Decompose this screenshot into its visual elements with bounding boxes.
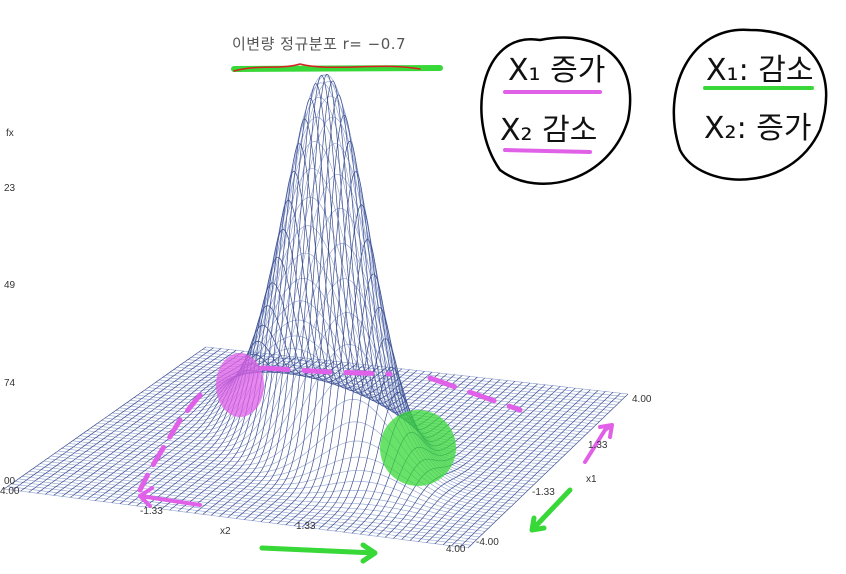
note-left-underline-2 [503, 148, 592, 154]
x2-tick-4: 4.00 [446, 544, 466, 555]
mesh-line-x2 [310, 307, 486, 529]
mesh-line-x2 [45, 350, 244, 495]
z-tick-1: 23 [4, 183, 16, 194]
mesh-line-x2 [252, 94, 433, 521]
pink-highlight-blob [216, 353, 264, 417]
mesh-line-x2 [28, 349, 229, 493]
pink-arrow-x1 [583, 423, 614, 464]
mesh-line-x2 [384, 385, 553, 538]
mesh-line-x2 [20, 348, 222, 492]
mesh-line-x2 [409, 387, 576, 541]
x2-axis-label: x2 [220, 526, 231, 537]
pink-dashed-ridge [259, 365, 523, 413]
note-left-circle [480, 36, 632, 185]
chart-title: 이변량 정규분포 r= −0.7 [232, 35, 407, 53]
mesh-line-x2 [194, 143, 380, 514]
pink-arrow-x2 [138, 486, 202, 508]
mesh-line-x1 [133, 225, 571, 450]
mesh-line-x2 [418, 388, 584, 542]
mesh-line-x2 [426, 389, 591, 543]
mesh-line-x2 [128, 341, 320, 506]
mesh-line-x2 [202, 118, 388, 515]
mesh-line-x2 [401, 387, 568, 540]
mesh-line-x2 [169, 228, 357, 511]
mesh-line-x2 [119, 353, 312, 504]
mesh-line-x2 [277, 171, 455, 525]
mesh-line-x2 [219, 83, 403, 517]
green-arrow-x1 [529, 487, 573, 533]
note-right-line1: X₁: 감소 [706, 53, 814, 88]
mesh-line-x2 [3, 346, 207, 490]
annotation-marks [137, 28, 828, 564]
mesh-line-x2 [451, 392, 614, 547]
mesh-line-x2 [136, 324, 327, 507]
note-right-circle [672, 28, 828, 181]
note-left-line2: X₂ 감소 [500, 113, 598, 148]
x1-tick-1: -4.00 [476, 537, 499, 548]
z-tick-3: 74 [4, 378, 16, 389]
mesh-line-x2 [36, 350, 237, 494]
mesh-line-x2 [318, 338, 493, 530]
red-scribble [233, 63, 421, 72]
x1-axis-label: x1 [586, 474, 597, 485]
note-right-line2: X₂: 증가 [704, 111, 812, 146]
green-arrow-x2 [259, 542, 378, 564]
x1-tick-2: -1.33 [532, 487, 555, 498]
mesh-line-x2 [467, 393, 629, 549]
green-highlight-blob [380, 410, 456, 486]
mesh-line-x1 [86, 174, 534, 485]
z-tick-2: 49 [4, 280, 16, 291]
mesh-line-x2 [12, 347, 214, 491]
mesh-line-x1 [76, 278, 526, 494]
mesh-line-x2 [459, 392, 621, 548]
mesh-line-x2 [210, 97, 395, 516]
mesh-line-x1 [141, 277, 577, 444]
x1-tick-3: 1.33 [588, 440, 608, 451]
mesh-line-x2 [302, 273, 478, 528]
mesh-line-x2 [434, 390, 599, 544]
mesh-line-x2 [268, 141, 448, 523]
mesh-line-x2 [111, 357, 305, 503]
x2-tick-2: -1.33 [140, 506, 163, 517]
x1-tick-4: 4.00 [632, 394, 652, 405]
mesh-line-x2 [103, 356, 297, 502]
mesh-line-x1 [148, 319, 583, 439]
mesh-line-x2 [293, 239, 471, 527]
mesh-line-x2 [393, 386, 561, 539]
z-axis-label: fx [6, 128, 14, 139]
mesh-line-x2 [285, 204, 463, 526]
mesh-line-x2 [177, 199, 365, 512]
x2-tick-3: 1.33 [296, 521, 316, 532]
green-underline [231, 65, 443, 72]
z-tick-4: 00 [4, 476, 16, 487]
x2-tick-1: 4.00 [0, 486, 20, 497]
mesh-line-x2 [227, 74, 410, 518]
pink-dashed-left [137, 392, 203, 493]
mesh-line-x2 [260, 114, 440, 522]
note-left-line1: X₁ 증가 [508, 53, 606, 88]
mesh-line-x2 [442, 391, 606, 546]
